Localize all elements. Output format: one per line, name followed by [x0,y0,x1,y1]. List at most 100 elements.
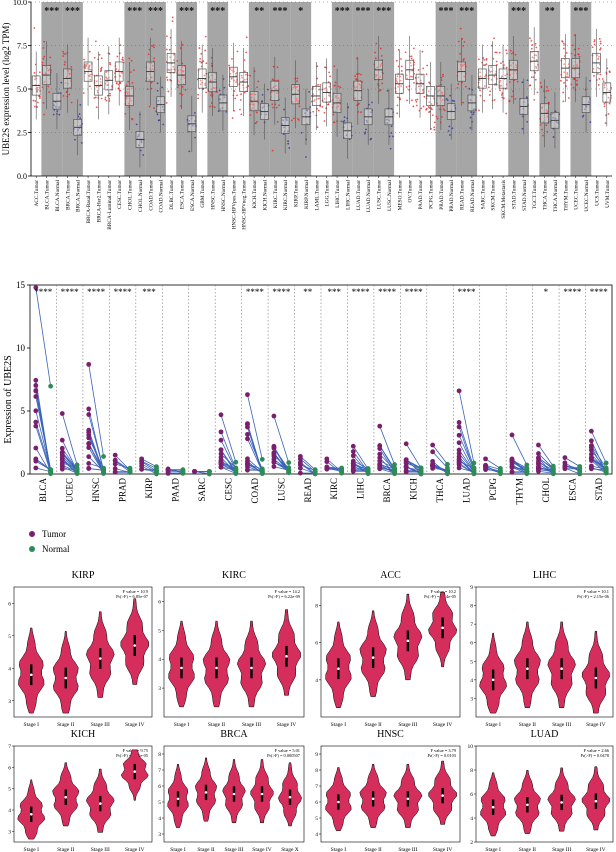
y-tick-label-kich-2: 5 [8,787,11,793]
point-dlbc.tumor-4 [167,90,170,93]
point-hnsc-hpvneg.tumor-24 [239,108,241,111]
point-chol.tumor-16 [128,106,131,108]
point-kich.normal-8 [261,93,264,96]
point-kirc.normal-8 [281,123,284,126]
pair-line-ucec-8 [61,448,78,471]
y-tick-label-0: 0.0 [17,172,27,181]
point-ov.tumor-16 [404,51,407,54]
point-hnsc-hpvpos.tumor-25 [231,69,233,72]
pair-line-stad-10 [591,449,607,471]
point-cesc.tumor-25 [119,82,122,84]
point-chol.tumor-13 [133,69,135,72]
point-uvm.tumor-14 [603,84,606,87]
point-read.normal-7 [472,111,475,114]
point-blca.tumor-19 [41,86,44,89]
point-lgg.tumor-22 [327,103,330,106]
point-read.tumor-12 [463,75,466,78]
normal-point-thca-13 [445,470,450,475]
sig-label-chol: * [544,287,549,297]
x-tick-label-acc-0: Stage I [331,722,347,728]
point-thym.tumor-20 [567,97,570,99]
point-chol.normal-4 [137,134,140,136]
pair-line-blca-8 [35,467,51,473]
point-hnsc-hpvneg.tumor-9 [241,76,244,79]
y-tick-label-lihc-2: 5 [470,659,473,665]
pair-line-kirp-0 [141,458,157,468]
point-lihc.tumor-16 [333,85,336,87]
point-tgct.tumor-3 [536,91,539,94]
point-brca-basal.tumor-12 [83,58,85,61]
tumor-point-hnsc-0 [86,361,92,367]
point-paad.tumor-15 [422,105,425,108]
point-hnsc-hpvneg.tumor-2 [240,93,242,96]
point-brca-luminal.tumor-7 [106,94,109,97]
point-coad.tumor-24 [151,45,154,48]
sig-label-luad: **** [458,287,477,297]
x-tick-label-hnsc-2: Stage III [398,847,417,852]
point-sarc.tumor-25 [482,57,485,59]
point-acc.tumor-15 [32,99,35,102]
point-thca.tumor-15 [546,86,548,88]
point-stad.tumor-14 [516,80,519,83]
point-kirp.tumor-7 [296,80,299,83]
tumor-point-hnsc-1 [86,445,92,451]
stat-p-brca: Pr(>F) = 0.000507 [267,753,301,758]
point-tgct.tumor-19 [535,54,538,57]
point-brca.normal-4 [78,113,81,115]
x-tick-label-acc-2: Stage III [398,722,417,728]
point-hnsc-hpvneg.tumor-13 [240,74,243,77]
pair-line-brca-0 [379,425,395,465]
normal-point-read-6 [312,468,318,473]
tumor-point-lihc-0 [350,443,356,449]
point-kich.tumor-1 [255,111,258,114]
point-brca-basal.tumor-20 [89,68,91,71]
point-stad.normal-2 [526,79,529,82]
point-lihc.normal-5 [343,116,346,119]
point-gbm.tumor-23 [199,60,201,63]
violin-median-luad-2 [560,801,563,804]
pair-line-luad-12 [458,442,475,471]
violin-median-kirp-3 [133,644,137,647]
point-lusc.tumor-18 [374,51,376,54]
sig-label-prad: *** [439,6,454,17]
point-esca.tumor-1 [176,60,179,62]
point-kich.tumor-25 [254,122,257,125]
point-kirp.tumor-4 [296,77,299,80]
point-meso.tumor-20 [395,80,398,82]
point-chol.tumor-12 [129,99,132,102]
point-thca.tumor-10 [539,123,542,126]
point-lusc.tumor-6 [375,75,377,78]
point-kirp.tumor-22 [298,105,301,108]
point-skcm.metastasis-24 [500,62,502,65]
x-tick-label-stad.normal: STAD.Normal [522,179,528,210]
point-paad.tumor-14 [420,107,423,110]
point-skcm.metastasis-4 [506,52,508,55]
tumor-point-lusc-0 [271,413,277,419]
point-esca.tumor-25 [177,84,180,87]
point-read.tumor-20 [463,41,466,43]
tumor-point-stad-4 [588,451,594,457]
point-read.tumor-17 [464,85,467,88]
point-skcm.tumor-21 [495,60,498,63]
point-ucs.tumor-6 [593,75,595,77]
point-blca.tumor-2 [42,102,45,104]
sig-label-lusc: *** [376,6,391,17]
point-ucs.tumor-20 [596,66,599,69]
point-tgct.tumor-12 [533,98,536,101]
pair-line-read-6 [300,464,316,471]
pair-line-stad-0 [591,430,607,464]
point-lusc.tumor-22 [381,82,384,85]
tumor-point-thym-10 [509,459,515,464]
pair-line-blca-3 [35,425,52,473]
point-prad.tumor-12 [442,108,445,111]
x-tick-label-thym.tumor: THYM.Tumor [563,180,569,211]
point-coad.tumor-22 [150,61,153,64]
point-brca-her2.tumor-25 [95,85,98,88]
point-kich.normal-10 [261,101,263,103]
point-skcm.tumor-18 [490,66,493,69]
point-meso.tumor-18 [396,81,399,84]
normal-point-pcpg-6 [497,470,503,476]
x-tick-label-read.normal: READ.Normal [470,179,476,211]
point-lihc.tumor-3 [337,105,340,108]
y-tick-label-kirp-0: 3 [8,699,11,705]
